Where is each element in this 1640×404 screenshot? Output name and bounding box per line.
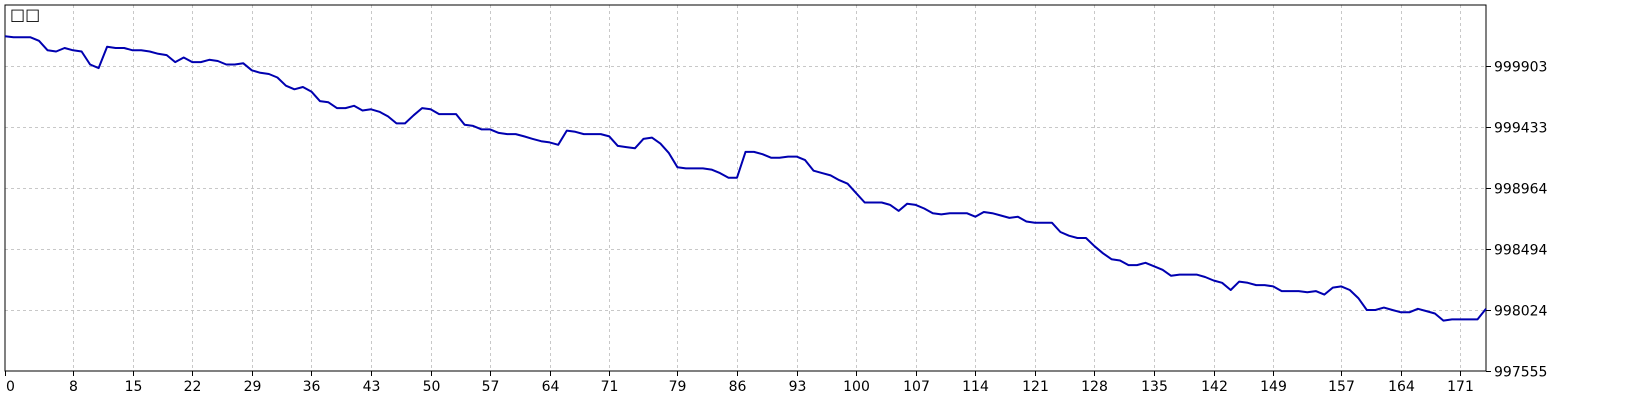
x-tick-label: 0 xyxy=(6,379,15,395)
y-tick-label: 998494 xyxy=(1494,243,1548,259)
series-line xyxy=(4,35,1487,322)
x-tick-label: 36 xyxy=(303,379,321,395)
x-tick-label: 135 xyxy=(1141,379,1168,395)
x-tick-label: 149 xyxy=(1260,379,1287,395)
x-axis: 0 8 15 22 29 36 43 50 57 64 71 79 86 93 100 107 114 121 12… xyxy=(5,371,1474,395)
x-tick-label: 57 xyxy=(482,379,500,395)
chart-title: □□ xyxy=(10,5,41,24)
y-tick-label: 999433 xyxy=(1494,121,1547,137)
x-tick-label: 171 xyxy=(1447,379,1474,395)
x-tick-label: 8 xyxy=(69,379,78,395)
y-tick-label: 999903 xyxy=(1494,60,1547,76)
y-tick-label: 997555 xyxy=(1494,365,1547,381)
x-tick-label: 43 xyxy=(363,379,381,395)
x-tick-label: 86 xyxy=(729,379,747,395)
x-tick-label: 128 xyxy=(1081,379,1108,395)
x-tick-label: 79 xyxy=(669,379,687,395)
x-tick-label: 142 xyxy=(1201,379,1228,395)
y-tick-label: 998964 xyxy=(1494,182,1548,198)
series-layer xyxy=(4,35,1487,322)
x-tick-label: 29 xyxy=(244,379,262,395)
x-tick-label: 15 xyxy=(125,379,143,395)
x-tick-label: 50 xyxy=(423,379,441,395)
x-tick-label: 71 xyxy=(601,379,619,395)
y-tick-label: 998024 xyxy=(1494,304,1548,320)
x-tick-label: 93 xyxy=(789,379,807,395)
x-tick-label: 157 xyxy=(1328,379,1355,395)
x-tick-label: 114 xyxy=(962,379,989,395)
x-tick-label: 64 xyxy=(542,379,560,395)
x-tick-label: 164 xyxy=(1388,379,1415,395)
x-tick-label: 100 xyxy=(843,379,870,395)
x-tick-label: 22 xyxy=(184,379,202,395)
grid-lines xyxy=(5,5,1486,371)
x-tick-label: 121 xyxy=(1022,379,1049,395)
x-tick-label: 107 xyxy=(903,379,930,395)
y-axis: 997555 998024 998494 998964 999433 999903 xyxy=(1486,60,1548,381)
